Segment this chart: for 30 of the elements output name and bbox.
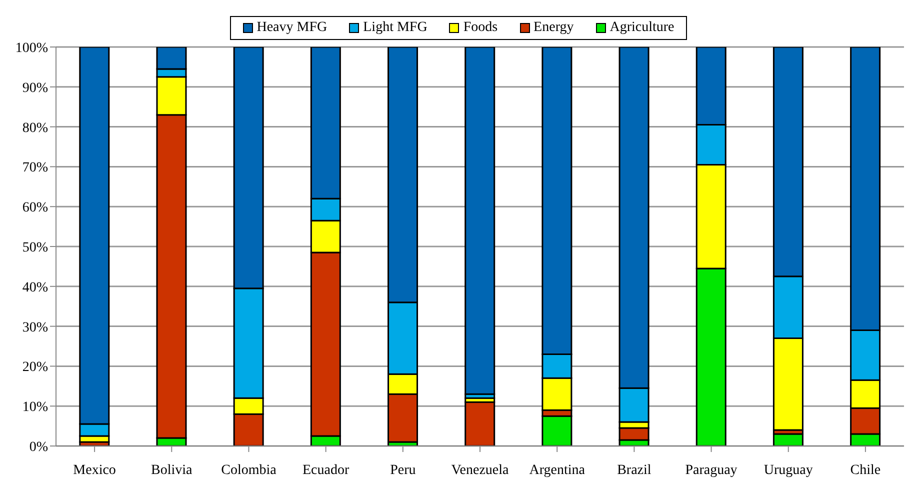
x-tick-label: Bolivia <box>151 462 194 478</box>
y-tick-label: 70% <box>22 160 48 176</box>
legend-label: Energy <box>534 20 574 36</box>
x-tick-label: Peru <box>390 462 416 478</box>
y-tick-label: 40% <box>22 280 48 296</box>
y-tick-label: 100% <box>15 40 48 56</box>
y-tick-label: 50% <box>22 240 48 256</box>
x-tick-label: Mexico <box>73 462 116 478</box>
legend-label: Light MFG <box>363 20 428 36</box>
x-tick-label: Chile <box>850 462 881 478</box>
x-tick-label: Uruguay <box>764 462 813 478</box>
y-tick-label: 30% <box>22 320 48 336</box>
bar <box>464 47 496 395</box>
x-tick-label: Ecuador <box>302 462 350 478</box>
y-tick-label: 10% <box>22 400 48 416</box>
y-tick-label: 20% <box>22 360 48 376</box>
bar <box>542 415 572 446</box>
y-tick-label: 90% <box>22 80 48 96</box>
x-tick-label: Paraguay <box>685 462 738 478</box>
y-tick-label: 0% <box>29 440 48 455</box>
legend-label: Agriculture <box>610 20 674 36</box>
x-tick-label: Colombia <box>221 462 278 478</box>
bar <box>464 401 496 446</box>
legend-label: Foods <box>463 20 498 36</box>
y-tick-label: 80% <box>22 120 48 136</box>
x-tick-label: Brazil <box>617 462 652 478</box>
x-tick-label: Venezuela <box>451 462 510 478</box>
x-tick-label: Argentina <box>529 462 586 478</box>
y-tick-label: 60% <box>22 200 48 216</box>
legend-label: Heavy MFG <box>256 20 328 36</box>
